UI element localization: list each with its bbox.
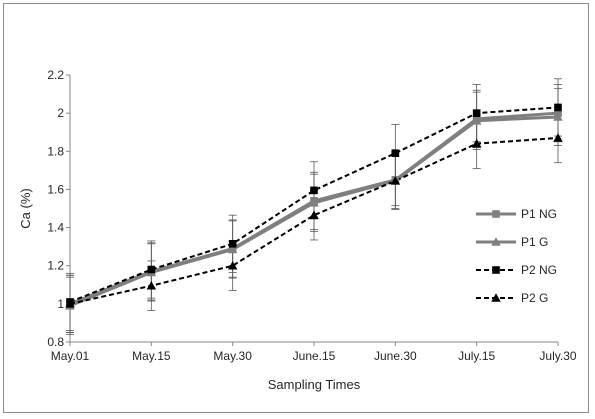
legend-marker xyxy=(492,210,500,218)
data-point xyxy=(471,138,482,148)
legend-label: P2 G xyxy=(521,291,548,305)
legend-label: P1 G xyxy=(521,235,548,249)
data-point xyxy=(553,133,563,142)
data-point xyxy=(310,186,318,195)
data-point xyxy=(390,176,401,185)
legend: P1 NG P1 G P2 NG P2 G xyxy=(476,207,557,305)
data-point xyxy=(65,299,75,308)
data-point xyxy=(227,244,238,254)
data-point xyxy=(391,149,400,157)
legend-marker xyxy=(491,237,501,246)
legend-label: P2 NG xyxy=(521,263,557,277)
x-tick-label: June.30 xyxy=(374,349,417,363)
y-tick-label: 1.6 xyxy=(47,182,64,196)
series-markers xyxy=(65,103,563,310)
y-tick-label: 1.2 xyxy=(47,259,64,273)
legend-marker xyxy=(491,293,501,302)
x-tick-label: June.15 xyxy=(293,349,336,363)
x-tick-labels: May.01 May.15 May.30 June.15 June.30 July.15 J… xyxy=(51,342,577,363)
y-tick-label: 2 xyxy=(57,106,64,120)
y-tick-label: 1.8 xyxy=(47,144,64,158)
y-tick-labels: 0.8 1 1.2 1.4 1.6 1.8 2 2.2 xyxy=(47,68,70,349)
chart-frame xyxy=(3,3,589,413)
x-tick-label: July.15 xyxy=(458,349,495,363)
legend-label: P1 NG xyxy=(521,207,557,221)
y-tick-label: 1.4 xyxy=(47,221,64,235)
y-tick-label: 0.8 xyxy=(47,335,64,349)
data-point xyxy=(228,239,237,248)
x-tick-label: May.01 xyxy=(51,349,90,363)
data-point xyxy=(147,265,156,274)
data-point xyxy=(553,112,563,121)
data-point xyxy=(309,210,319,219)
y-axis-title: Ca (%) xyxy=(18,188,33,228)
x-tick-label: July.30 xyxy=(539,349,576,363)
y-tick-label: 2.2 xyxy=(47,68,64,82)
y-tick-label: 1 xyxy=(57,297,64,311)
data-point xyxy=(554,103,562,112)
x-tick-label: May.30 xyxy=(213,349,252,363)
data-point xyxy=(227,260,238,270)
x-tick-label: May.15 xyxy=(132,349,171,363)
data-point xyxy=(472,109,481,117)
data-point xyxy=(309,198,319,207)
legend-marker xyxy=(492,266,500,274)
data-point xyxy=(146,280,157,290)
data-point xyxy=(471,116,482,125)
x-axis-title: Sampling Times xyxy=(268,377,361,392)
